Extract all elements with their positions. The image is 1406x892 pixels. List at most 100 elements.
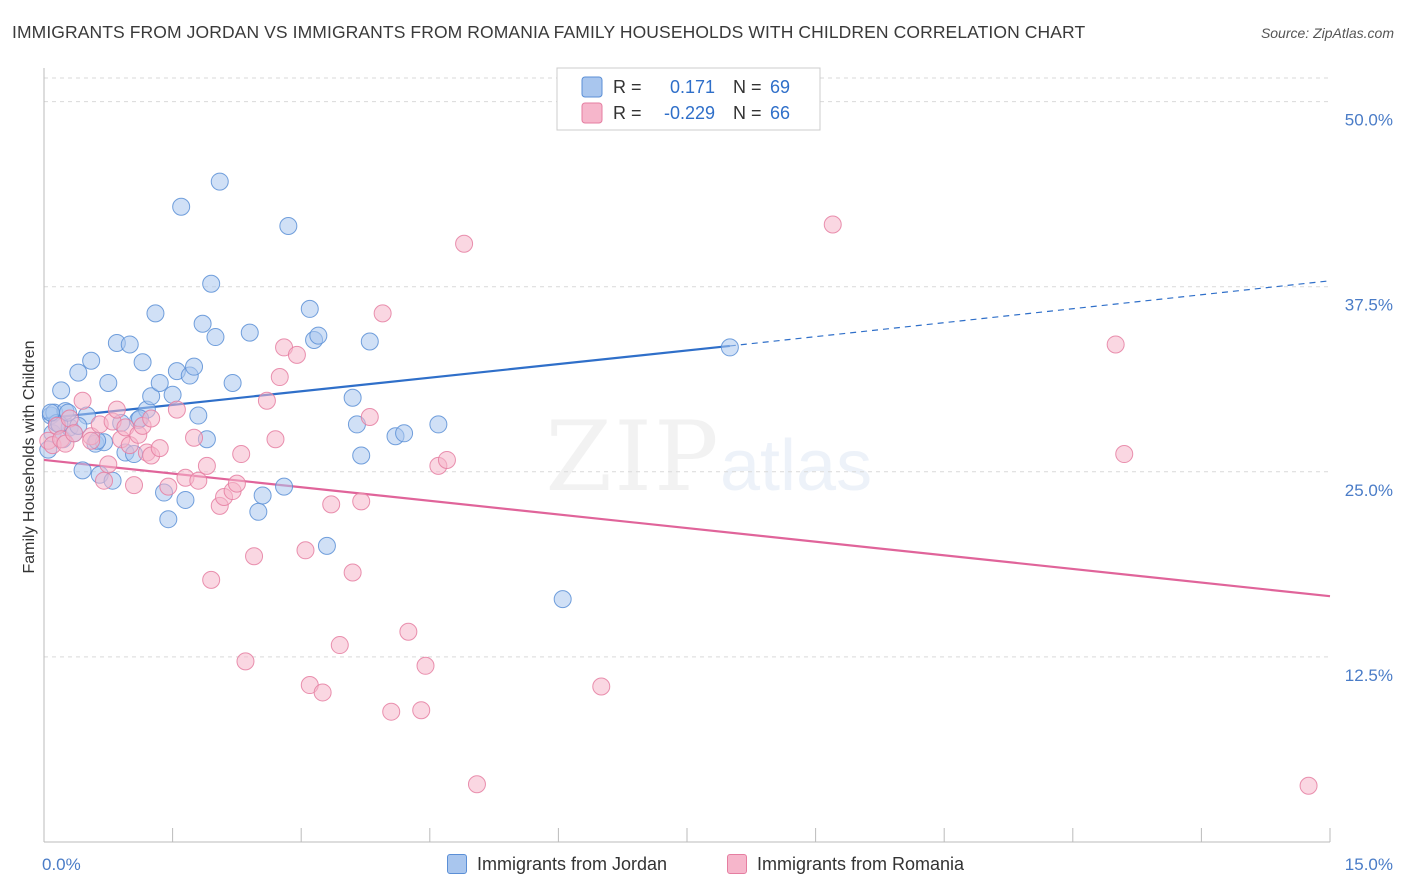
romania-point (399, 622, 418, 641)
legend-r-value-jordan: 0.171 (670, 77, 715, 97)
romania-point (373, 304, 392, 323)
romania-point (1115, 445, 1134, 464)
jordan-point (429, 415, 448, 434)
jordan-point (343, 388, 362, 407)
jordan-point (223, 373, 242, 392)
y-tick-label: 37.5% (1345, 296, 1393, 315)
romania-point (65, 424, 84, 443)
legend-n-label-jordan: N = (733, 77, 762, 97)
data-points (39, 172, 1318, 795)
romania-point (197, 456, 216, 475)
jordan-point (99, 373, 118, 392)
jordan-point (210, 172, 229, 191)
romania-point (73, 391, 92, 410)
jordan-point (142, 387, 161, 406)
jordan-point (133, 353, 152, 372)
jordan-point (720, 338, 739, 357)
legend-swatch-romania-bottom (727, 854, 747, 874)
grid-lines (44, 77, 1330, 658)
jordan-point (176, 490, 195, 509)
legend-label-romania: Immigrants from Romania (757, 853, 965, 874)
jordan-point (249, 502, 268, 521)
legend-item-jordan: Immigrants from Jordan (447, 852, 667, 876)
jordan-point (309, 326, 328, 345)
jordan-point (120, 335, 139, 354)
jordan-point (159, 510, 178, 529)
jordan-point (275, 477, 294, 496)
romania-point (455, 234, 474, 253)
jordan-point (352, 446, 371, 465)
correlation-legend: R = 0.171 N = 69 R = -0.229 N = 66 (556, 67, 821, 131)
romania-point (270, 368, 289, 387)
romania-point (382, 702, 401, 721)
legend-label-jordan: Immigrants from Jordan (477, 853, 668, 874)
romania-point (236, 652, 255, 671)
romania-point (82, 431, 101, 450)
romania-point (99, 455, 118, 474)
legend-item-romania: Immigrants from Romania (727, 852, 964, 876)
romania-point (202, 570, 221, 589)
romania-point (60, 409, 79, 428)
romania-point (360, 408, 379, 427)
romania-point (189, 471, 208, 490)
romania-point (150, 439, 169, 458)
romania-point (467, 775, 486, 794)
jordan-point (172, 197, 191, 216)
jordan-point (553, 590, 572, 609)
jordan-point (240, 323, 259, 342)
trend-lines (43, 280, 1331, 598)
romania-point (232, 445, 251, 464)
jordan-point (279, 217, 298, 235)
romania-point (167, 400, 186, 419)
y-tick-label: 12.5% (1345, 666, 1393, 685)
romania-point (823, 215, 842, 234)
romania-point (343, 563, 362, 582)
romania-point (107, 400, 126, 419)
legend-swatch-jordan-bottom (447, 854, 467, 874)
y-tick-label: 25.0% (1345, 481, 1393, 500)
x-tick-label: 0.0% (42, 855, 81, 874)
romania-point (313, 683, 332, 702)
romania-point (437, 450, 456, 469)
legend-n-label-romania: N = (733, 103, 762, 123)
romania-point (142, 409, 161, 428)
legend-r-label-jordan: R = (613, 77, 642, 97)
jordan-point (202, 274, 221, 293)
jordan-point (317, 536, 336, 555)
chart-source: Source: ZipAtlas.com (1260, 25, 1394, 41)
jordan-point (73, 461, 92, 480)
romania-trend-line (43, 458, 1331, 598)
romania-point (412, 701, 431, 720)
romania-point (95, 471, 114, 490)
watermark: ZIP atlas (545, 401, 872, 513)
romania-point (352, 492, 371, 511)
jordan-trend-line (43, 344, 730, 420)
jordan-point (253, 486, 272, 505)
x-tick-label: 15.0% (1345, 855, 1393, 874)
romania-point (287, 345, 306, 364)
jordan-point (82, 351, 101, 370)
watermark-atlas: atlas (720, 426, 872, 506)
romania-point (245, 547, 264, 566)
romania-point (185, 428, 204, 447)
jordan-point (163, 385, 182, 404)
jordan-trend-extension (729, 280, 1331, 347)
romania-point (227, 474, 246, 493)
romania-point (159, 477, 178, 496)
jordan-point (395, 424, 414, 443)
legend-n-value-romania: 66 (770, 103, 790, 123)
romania-point (592, 677, 611, 696)
romania-point (330, 636, 349, 655)
jordan-point (150, 373, 169, 392)
jordan-point (52, 381, 71, 400)
jordan-point (206, 328, 225, 347)
romania-point (125, 476, 144, 495)
y-tick-label: 50.0% (1345, 111, 1393, 130)
romania-point (322, 495, 341, 514)
legend-r-value-romania: -0.229 (664, 103, 715, 123)
tick-labels: 12.5% 25.0% 37.5% 50.0% 0.0% 15.0% (42, 111, 1393, 874)
jordan-point (360, 332, 379, 351)
chart-title: IMMIGRANTS FROM JORDAN VS IMMIGRANTS FRO… (12, 22, 1086, 42)
legend-n-value-jordan: 69 (770, 77, 790, 97)
